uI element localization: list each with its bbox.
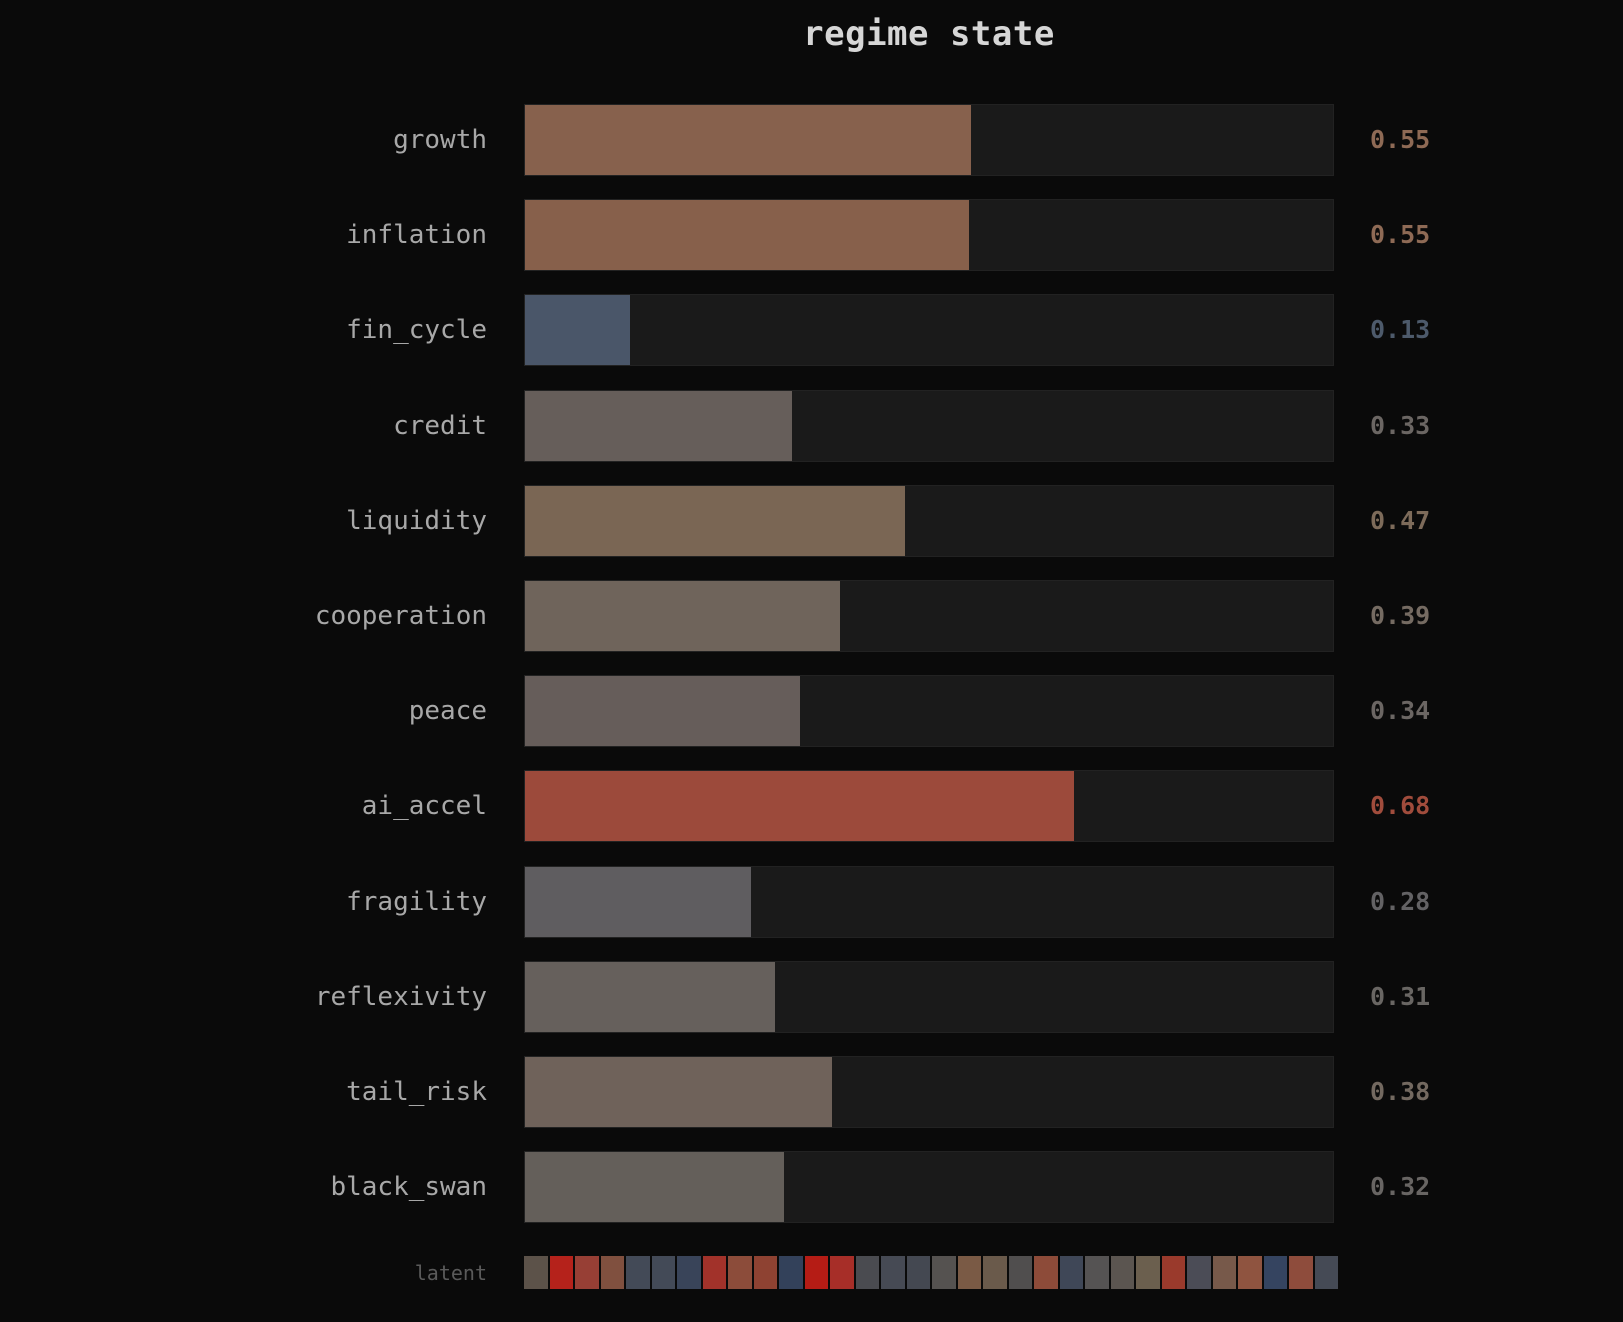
latent-cell xyxy=(1059,1256,1083,1289)
latent-cell xyxy=(753,1256,777,1289)
bar-row-cooperation: cooperation 0.39 xyxy=(0,580,1623,652)
bar-row-growth: growth 0.55 xyxy=(0,104,1623,176)
bar-label: tail_risk xyxy=(346,1077,487,1107)
bar-track xyxy=(524,866,1334,938)
bar-fill-reflexivity xyxy=(525,962,776,1032)
latent-cell xyxy=(1136,1256,1160,1289)
bar-value-label: 0.55 xyxy=(1370,125,1431,154)
latent-cell xyxy=(1187,1256,1211,1289)
bar-track xyxy=(524,675,1334,747)
bar-label: fragility xyxy=(346,887,487,917)
latent-cell xyxy=(1008,1256,1032,1289)
latent-cell xyxy=(1034,1256,1058,1289)
bar-row-black_swan: black_swan 0.32 xyxy=(0,1151,1623,1223)
bar-fill-inflation xyxy=(525,200,970,270)
bar-row-fin_cycle: fin_cycle 0.13 xyxy=(0,294,1623,366)
bar-value-label: 0.32 xyxy=(1370,1172,1431,1201)
bar-track xyxy=(524,104,1334,176)
bar-row-fragility: fragility 0.28 xyxy=(0,866,1623,938)
bar-value-label: 0.55 xyxy=(1370,220,1431,249)
bar-label: ai_accel xyxy=(361,791,487,821)
latent-cell xyxy=(677,1256,701,1289)
bar-fill-growth xyxy=(525,105,972,175)
latent-cell xyxy=(1263,1256,1287,1289)
latent-cell xyxy=(1238,1256,1262,1289)
bar-track xyxy=(524,1056,1334,1128)
bar-row-liquidity: liquidity 0.47 xyxy=(0,485,1623,557)
latent-cell xyxy=(728,1256,752,1289)
bar-fill-tail_risk xyxy=(525,1057,833,1127)
bar-value-label: 0.13 xyxy=(1370,315,1431,344)
latent-cell xyxy=(906,1256,930,1289)
latent-label: latent xyxy=(414,1261,487,1285)
latent-cell xyxy=(957,1256,981,1289)
bar-label: growth xyxy=(393,125,487,155)
bar-track xyxy=(524,770,1334,842)
bar-value-label: 0.38 xyxy=(1370,1077,1431,1106)
bar-label: cooperation xyxy=(314,601,487,631)
latent-cell xyxy=(702,1256,726,1289)
bar-row-peace: peace 0.34 xyxy=(0,675,1623,747)
bar-fill-peace xyxy=(525,676,800,746)
bar-value-label: 0.68 xyxy=(1370,791,1431,820)
bar-value-label: 0.31 xyxy=(1370,982,1431,1011)
bar-value-label: 0.47 xyxy=(1370,506,1431,535)
bar-track xyxy=(524,199,1334,271)
bar-label: inflation xyxy=(346,220,487,250)
bar-row-tail_risk: tail_risk 0.38 xyxy=(0,1056,1623,1128)
bar-track xyxy=(524,580,1334,652)
bar-fill-credit xyxy=(525,391,792,461)
bar-label: fin_cycle xyxy=(346,315,487,345)
bar-value-label: 0.28 xyxy=(1370,887,1431,916)
latent-cell xyxy=(1085,1256,1109,1289)
bar-row-credit: credit 0.33 xyxy=(0,390,1623,462)
bar-track xyxy=(524,1151,1334,1223)
latent-cell xyxy=(855,1256,879,1289)
bar-value-label: 0.39 xyxy=(1370,601,1431,630)
bar-fill-ai_accel xyxy=(525,771,1075,841)
latent-cell xyxy=(1289,1256,1313,1289)
bar-track xyxy=(524,961,1334,1033)
bar-fill-fin_cycle xyxy=(525,295,631,365)
latent-cell xyxy=(1161,1256,1185,1289)
bar-label: peace xyxy=(408,696,487,726)
bar-value-label: 0.33 xyxy=(1370,411,1431,440)
latent-strip xyxy=(524,1256,1338,1289)
bar-label: black_swan xyxy=(330,1172,487,1202)
bar-track xyxy=(524,294,1334,366)
bar-row-reflexivity: reflexivity 0.31 xyxy=(0,961,1623,1033)
latent-cell xyxy=(779,1256,803,1289)
bar-track xyxy=(524,390,1334,462)
bar-label: credit xyxy=(393,411,487,441)
latent-cell xyxy=(1110,1256,1134,1289)
chart-title: regime state xyxy=(803,14,1055,54)
latent-cell xyxy=(1212,1256,1236,1289)
bar-track xyxy=(524,485,1334,557)
bar-fill-liquidity xyxy=(525,486,905,556)
latent-cell xyxy=(983,1256,1007,1289)
bar-fill-cooperation xyxy=(525,581,841,651)
bar-row-ai_accel: ai_accel 0.68 xyxy=(0,770,1623,842)
latent-cell xyxy=(626,1256,650,1289)
latent-cell xyxy=(932,1256,956,1289)
latent-cell xyxy=(600,1256,624,1289)
bar-row-inflation: inflation 0.55 xyxy=(0,199,1623,271)
latent-cell xyxy=(524,1256,548,1289)
latent-cell xyxy=(575,1256,599,1289)
latent-cell xyxy=(651,1256,675,1289)
latent-cell xyxy=(881,1256,905,1289)
bar-fill-black_swan xyxy=(525,1152,784,1222)
bar-label: liquidity xyxy=(346,506,487,536)
bar-value-label: 0.34 xyxy=(1370,696,1431,725)
latent-cell xyxy=(549,1256,573,1289)
bar-label: reflexivity xyxy=(314,982,487,1012)
latent-cell xyxy=(804,1256,828,1289)
bar-fill-fragility xyxy=(525,867,752,937)
latent-cell xyxy=(1314,1256,1338,1289)
latent-cell xyxy=(830,1256,854,1289)
